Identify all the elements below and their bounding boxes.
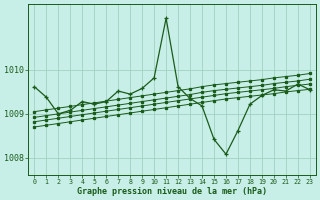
X-axis label: Graphe pression niveau de la mer (hPa): Graphe pression niveau de la mer (hPa)	[77, 187, 267, 196]
